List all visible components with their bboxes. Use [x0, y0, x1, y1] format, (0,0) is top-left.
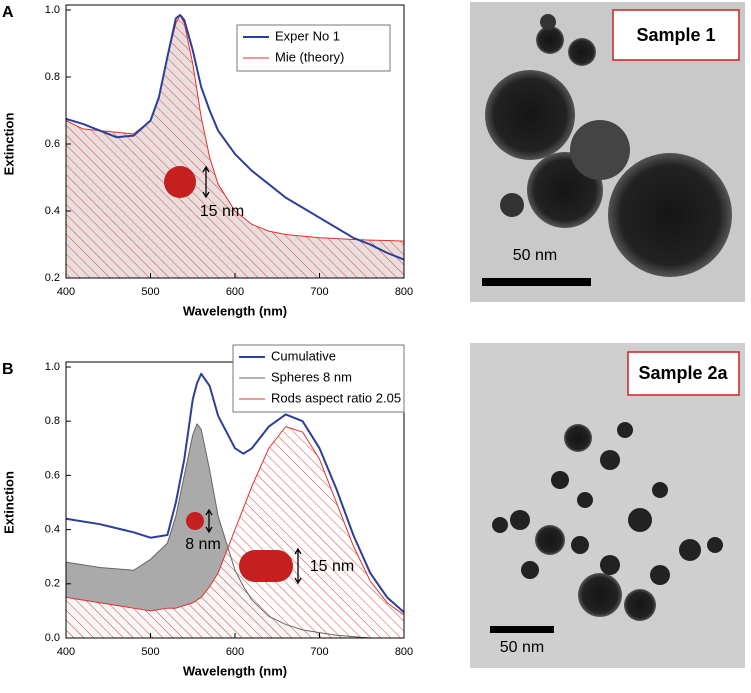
x-tick-label: 800 — [395, 646, 413, 658]
y-axis-label: Extinction — [1, 113, 16, 176]
y-tick-label: 0.2 — [45, 578, 60, 590]
area — [66, 15, 404, 279]
y-tick-label: 0.6 — [45, 138, 60, 150]
x-axis-label: Wavelength (nm) — [183, 663, 287, 678]
legend-label: Mie (theory) — [275, 49, 344, 64]
size-arrow — [202, 165, 210, 199]
image-label: Sample 2a — [638, 363, 728, 383]
x-tick-label: 400 — [57, 646, 75, 658]
area — [66, 426, 404, 638]
annotation: 15 nm — [310, 558, 354, 575]
legend-label: Cumulative — [271, 348, 336, 363]
legend-label: Spheres 8 nm — [271, 369, 352, 384]
y-tick-label: 0.0 — [45, 632, 60, 644]
x-tick-label: 800 — [395, 286, 413, 298]
particle-icon — [186, 512, 204, 530]
x-axis-label: Wavelength (nm) — [183, 303, 287, 318]
scale-bar-label: 50 nm — [500, 639, 544, 656]
panel-label: B — [2, 361, 14, 378]
y-tick-label: 0.4 — [45, 524, 60, 536]
legend-label: Rods aspect ratio 2.05 — [271, 390, 401, 405]
y-tick-label: 0.8 — [45, 415, 60, 427]
x-tick-label: 500 — [141, 646, 159, 658]
annotation: 8 nm — [185, 536, 221, 553]
image-label: Sample 1 — [636, 25, 715, 45]
size-arrow — [294, 547, 302, 585]
x-tick-label: 400 — [57, 286, 75, 298]
y-tick-label: 0.6 — [45, 469, 60, 481]
y-tick-label: 0.4 — [45, 205, 60, 217]
rod-icon — [239, 550, 293, 582]
line — [65, 14, 405, 242]
size-arrow — [205, 508, 213, 534]
line — [65, 423, 404, 639]
line — [65, 14, 405, 261]
y-tick-label: 0.8 — [45, 71, 60, 83]
line — [65, 372, 405, 614]
x-tick-label: 600 — [226, 646, 244, 658]
y-axis-label: Extinction — [1, 471, 16, 534]
panel-label: A — [2, 4, 14, 21]
y-tick-label: 1.0 — [45, 4, 60, 16]
line — [65, 426, 405, 616]
area — [66, 423, 404, 638]
legend-box — [236, 24, 391, 72]
x-tick-label: 700 — [310, 646, 328, 658]
tem-image: Sample 2a 50 nm — [470, 343, 745, 668]
x-tick-label: 500 — [141, 286, 159, 298]
legend-label: Exper No 1 — [275, 28, 340, 43]
y-tick-label: 0.2 — [45, 272, 60, 284]
annotation: 15 nm — [200, 203, 244, 220]
scale-bar-label: 50 nm — [513, 247, 557, 264]
particle-icon — [164, 166, 196, 198]
x-tick-label: 600 — [226, 286, 244, 298]
x-tick-label: 700 — [310, 286, 328, 298]
y-tick-label: 1.0 — [45, 361, 60, 373]
tem-image: Sample 1 50 nm — [470, 2, 745, 302]
